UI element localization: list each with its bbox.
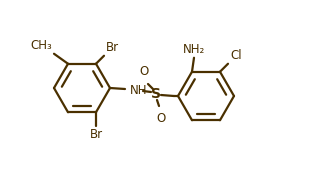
Text: NH: NH	[130, 83, 147, 96]
Text: S: S	[151, 87, 161, 101]
Text: Cl: Cl	[230, 49, 242, 62]
Text: O: O	[156, 112, 166, 125]
Text: Br: Br	[106, 41, 119, 54]
Text: CH₃: CH₃	[30, 39, 52, 52]
Text: NH₂: NH₂	[183, 43, 205, 56]
Text: Br: Br	[89, 128, 103, 141]
Text: O: O	[140, 65, 149, 78]
